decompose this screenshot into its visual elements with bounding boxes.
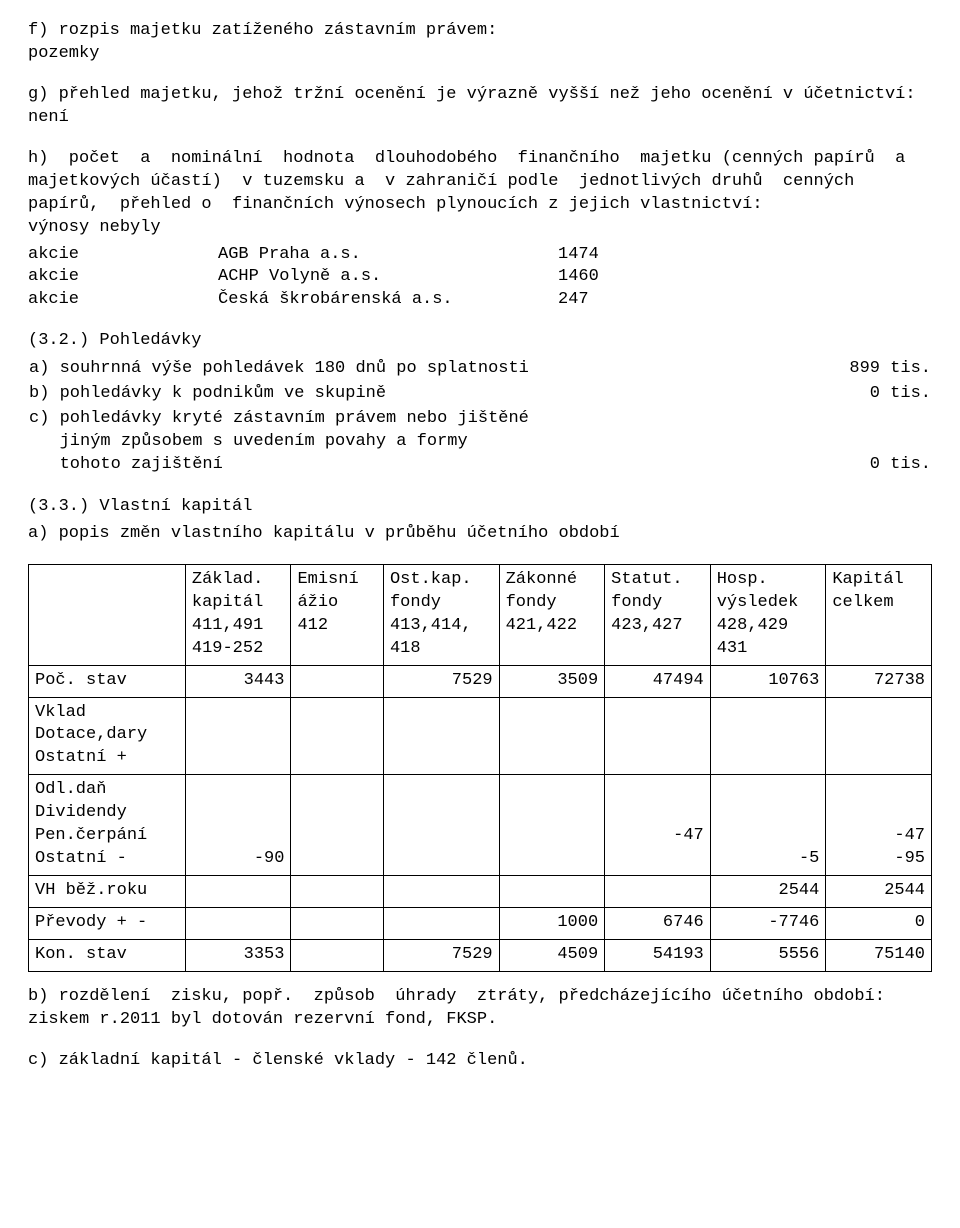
cell: 4509 xyxy=(499,939,605,971)
cell-text: b) pohledávky k podnikům ve skupině xyxy=(28,382,791,407)
section-3-3-a: a) popis změn vlastního kapitálu v průbě… xyxy=(28,523,932,546)
row-label: Odl.daň Dividendy Pen.čerpání Ostatní - xyxy=(29,775,186,876)
cell: -7746 xyxy=(710,908,826,940)
section-3-3-title: (3.3.) Vlastní kapitál xyxy=(28,496,932,519)
header-blank xyxy=(29,564,186,665)
cell-value: 899 tis. xyxy=(791,357,932,382)
table-row: akcie AGB Praha a.s. 1474 xyxy=(28,244,599,267)
cell xyxy=(499,775,605,876)
table-row: akcie Česká škrobárenská a.s. 247 xyxy=(28,289,599,312)
header-col: Statut. fondy 423,427 xyxy=(605,564,711,665)
header-col: Emisní ážio 412 xyxy=(291,564,384,665)
cell-hodnota: 1460 xyxy=(558,266,599,289)
cell: 54193 xyxy=(605,939,711,971)
section-3-2-title: (3.2.) Pohledávky xyxy=(28,330,932,353)
row-label: Poč. stav xyxy=(29,665,186,697)
section-3-3-c: c) základní kapitál - členské vklady - 1… xyxy=(28,1050,932,1073)
pohledavky-table: a) souhrnná výše pohledávek 180 dnů po s… xyxy=(28,357,932,478)
cell: -90 xyxy=(185,775,291,876)
cell xyxy=(291,939,384,971)
cell: 6746 xyxy=(605,908,711,940)
document-page: f) rozpis majetku zatíženého zástavním p… xyxy=(0,0,960,1131)
table-row: VH běž.roku 2544 2544 xyxy=(29,876,932,908)
row-label: Kon. stav xyxy=(29,939,186,971)
cell: 3353 xyxy=(185,939,291,971)
cell: 5556 xyxy=(710,939,826,971)
table-row: Odl.daň Dividendy Pen.čerpání Ostatní - … xyxy=(29,775,932,876)
paragraph-f: f) rozpis majetku zatíženého zástavním p… xyxy=(28,20,932,66)
cell: 2544 xyxy=(710,876,826,908)
cell: 3443 xyxy=(185,665,291,697)
section-3-3-b: b) rozdělení zisku, popř. způsob úhrady … xyxy=(28,986,932,1032)
table-row: a) souhrnná výše pohledávek 180 dnů po s… xyxy=(28,357,932,382)
cell-text: a) souhrnná výše pohledávek 180 dnů po s… xyxy=(28,357,791,382)
cell: 7529 xyxy=(383,665,499,697)
cell xyxy=(499,876,605,908)
cell: 2544 xyxy=(826,876,932,908)
table-row: akcie ACHP Volyně a.s. 1460 xyxy=(28,266,599,289)
cell xyxy=(291,908,384,940)
cell xyxy=(383,908,499,940)
table-row: b) pohledávky k podnikům ve skupině 0 ti… xyxy=(28,382,932,407)
table-header-row: Základ. kapitál 411,491 419-252 Emisní á… xyxy=(29,564,932,665)
cell: 10763 xyxy=(710,665,826,697)
row-label: VH běž.roku xyxy=(29,876,186,908)
cell xyxy=(383,775,499,876)
row-label: Převody + - xyxy=(29,908,186,940)
paragraph-g: g) přehled majetku, jehož tržní ocenění … xyxy=(28,84,932,130)
header-col: Kapitál celkem xyxy=(826,564,932,665)
cell: 47494 xyxy=(605,665,711,697)
header-col: Zákonné fondy 421,422 xyxy=(499,564,605,665)
cell: -5 xyxy=(710,775,826,876)
cell xyxy=(605,876,711,908)
cell xyxy=(383,876,499,908)
cell: 7529 xyxy=(383,939,499,971)
cell-value: 0 tis. xyxy=(791,382,932,407)
kapital-table: Základ. kapitál 411,491 419-252 Emisní á… xyxy=(28,564,932,972)
cell xyxy=(185,876,291,908)
cell-typ: akcie xyxy=(28,266,218,289)
cell-nazev: Česká škrobárenská a.s. xyxy=(218,289,558,312)
cell xyxy=(185,908,291,940)
cell: 3509 xyxy=(499,665,605,697)
header-col: Základ. kapitál 411,491 419-252 xyxy=(185,564,291,665)
cell: -47 xyxy=(605,775,711,876)
cell xyxy=(291,775,384,876)
cell-nazev: AGB Praha a.s. xyxy=(218,244,558,267)
cell-value: 0 tis. xyxy=(791,407,932,478)
cell xyxy=(291,697,384,775)
cell xyxy=(291,876,384,908)
table-row: c) pohledávky kryté zástavním právem neb… xyxy=(28,407,932,478)
cell-hodnota: 1474 xyxy=(558,244,599,267)
cell xyxy=(710,697,826,775)
table-row: Kon. stav 3353 7529 4509 54193 5556 7514… xyxy=(29,939,932,971)
table-row: Poč. stav 3443 7529 3509 47494 10763 727… xyxy=(29,665,932,697)
table-row: Převody + - 1000 6746 -7746 0 xyxy=(29,908,932,940)
cell xyxy=(185,697,291,775)
paragraph-h-intro: h) počet a nominální hodnota dlouhodobéh… xyxy=(28,148,932,240)
cell xyxy=(826,697,932,775)
header-col: Ost.kap. fondy 413,414, 418 xyxy=(383,564,499,665)
cell: 1000 xyxy=(499,908,605,940)
cell: 72738 xyxy=(826,665,932,697)
row-label: Vklad Dotace,dary Ostatní + xyxy=(29,697,186,775)
cell-text: c) pohledávky kryté zástavním právem neb… xyxy=(28,407,791,478)
cell xyxy=(383,697,499,775)
cell: 75140 xyxy=(826,939,932,971)
akcie-table: akcie AGB Praha a.s. 1474 akcie ACHP Vol… xyxy=(28,244,599,313)
cell: 0 xyxy=(826,908,932,940)
cell-typ: akcie xyxy=(28,244,218,267)
header-col: Hosp. výsledek 428,429 431 xyxy=(710,564,826,665)
cell xyxy=(499,697,605,775)
table-row: Vklad Dotace,dary Ostatní + xyxy=(29,697,932,775)
cell-hodnota: 247 xyxy=(558,289,599,312)
cell-nazev: ACHP Volyně a.s. xyxy=(218,266,558,289)
cell xyxy=(605,697,711,775)
cell xyxy=(291,665,384,697)
cell: -47 -95 xyxy=(826,775,932,876)
cell-typ: akcie xyxy=(28,289,218,312)
